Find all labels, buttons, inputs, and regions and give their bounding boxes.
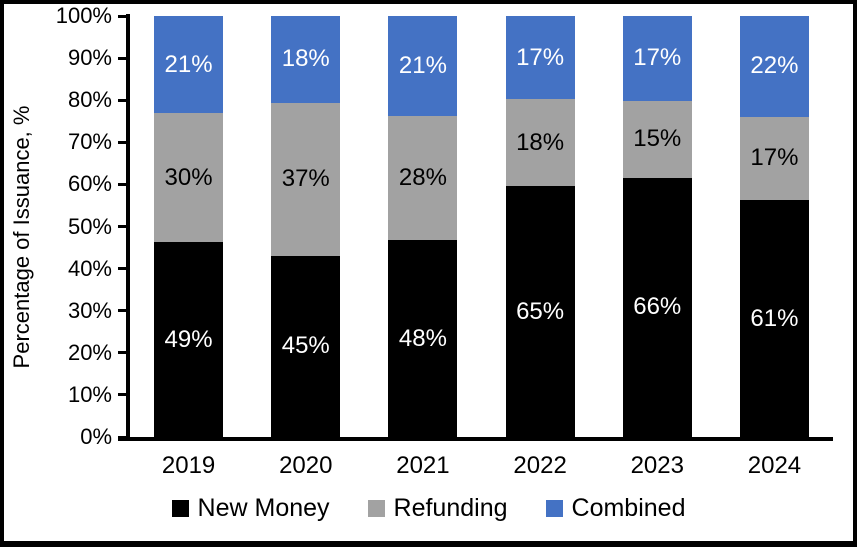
bar-segment-2022-refunding: 18% <box>505 99 575 187</box>
y-tick-label: 80% <box>67 87 112 113</box>
bar-2019: 21% 30% 49% <box>154 16 224 438</box>
bar-slot-2020: 18% 37% 45% <box>247 16 364 437</box>
bar-label-2024-new-money: 61% <box>750 304 799 332</box>
x-category-label-2021: 2021 <box>396 452 450 479</box>
y-tick-label: 70% <box>67 129 112 155</box>
y-tick-mark <box>118 98 126 102</box>
y-tick-label: 20% <box>67 339 112 365</box>
legend-item-new-money: New Money <box>171 494 330 523</box>
legend-swatch-combined <box>545 500 563 517</box>
bar-label-2023-combined: 17% <box>633 44 682 72</box>
bar-label-2024-combined: 22% <box>750 52 799 80</box>
legend-item-refunding: Refunding <box>367 494 508 523</box>
bar-segment-2023-combined: 17% <box>622 16 692 101</box>
bar-label-2019-combined: 21% <box>164 50 213 78</box>
bar-segment-2024-combined: 22% <box>739 16 809 117</box>
bar-slot-2019: 21% 30% 49% <box>130 16 247 438</box>
y-tick-mark <box>118 182 126 186</box>
y-tick-label: 90% <box>67 45 112 71</box>
x-axis-line <box>118 437 833 441</box>
y-axis-line <box>126 14 130 441</box>
bar-label-2023-new-money: 66% <box>633 293 682 321</box>
x-category-label-2023: 2023 <box>630 452 684 479</box>
bar-segment-2024-refunding: 17% <box>739 116 809 201</box>
legend-swatch-refunding <box>367 500 385 517</box>
legend-label-new-money: New Money <box>197 494 330 522</box>
bar-segment-2019-combined: 21% <box>154 16 224 114</box>
bar-segment-2019-new-money: 49% <box>154 242 224 438</box>
y-tick-label: 10% <box>67 381 112 407</box>
legend-item-combined: Combined <box>545 494 686 523</box>
bar-label-2022-combined: 17% <box>516 43 565 71</box>
bar-2024: 22% 17% 61% <box>739 16 809 437</box>
bar-2022: 17% 18% 65% <box>505 16 575 437</box>
legend-swatch-new-money <box>171 500 189 517</box>
x-axis-category-labels: 2019 2020 2021 2022 2023 2024 <box>130 452 833 480</box>
bar-2023: 17% 15% 66% <box>622 16 692 438</box>
bar-segment-2020-refunding: 37% <box>271 102 341 256</box>
bar-slot-2024: 22% 17% 61% <box>716 16 833 437</box>
bar-label-2024-refunding: 17% <box>750 144 799 172</box>
y-tick-label: 0% <box>80 424 112 449</box>
x-category-label-2019: 2019 <box>161 452 216 479</box>
bar-2020: 18% 37% 45% <box>271 16 341 437</box>
bar-slot-2021: 21% 28% 48% <box>364 16 481 438</box>
bar-slot-2023: 17% 15% 66% <box>599 16 716 438</box>
bar-2021: 21% 28% 48% <box>388 16 458 438</box>
y-tick-mark <box>118 351 126 355</box>
x-category-label-2024: 2024 <box>747 452 802 479</box>
y-tick-label: 30% <box>67 297 112 323</box>
x-category-label-2022: 2022 <box>513 452 567 479</box>
y-tick-label: 60% <box>67 171 112 197</box>
y-tick-mark <box>118 56 126 60</box>
bar-segment-2020-new-money: 45% <box>271 255 341 437</box>
bar-slot-2022: 17% 18% 65% <box>482 16 599 437</box>
chart-legend: New Money Refunding Combined <box>0 494 857 523</box>
y-tick-mark <box>118 267 126 271</box>
bar-segment-2022-combined: 17% <box>505 16 575 100</box>
bar-label-2021-refunding: 28% <box>398 163 447 191</box>
plot-area: 21% 30% 49% 18% 37% 45% 21% 28% 48% 17% 18% 65% 17% 1… <box>130 16 833 438</box>
bar-segment-2021-new-money: 48% <box>388 240 458 438</box>
bar-segment-2024-new-money: 61% <box>739 200 809 437</box>
y-tick-mark <box>118 140 126 144</box>
bar-segment-2019-refunding: 30% <box>154 113 224 242</box>
legend-label-refunding: Refunding <box>393 494 508 522</box>
bar-label-2023-refunding: 15% <box>633 125 682 153</box>
bar-label-2022-refunding: 18% <box>516 128 565 156</box>
bar-label-2022-new-money: 65% <box>516 297 565 325</box>
x-category-label-2020: 2020 <box>279 452 333 479</box>
y-tick-mark <box>118 14 126 18</box>
bar-label-2019-refunding: 30% <box>164 163 213 191</box>
bar-segment-2023-refunding: 15% <box>622 100 692 178</box>
y-tick-mark <box>118 225 126 228</box>
y-tick-label: 50% <box>67 213 112 239</box>
bar-segment-2023-new-money: 66% <box>622 177 692 438</box>
y-tick-label: 40% <box>67 255 112 281</box>
bar-segment-2020-combined: 18% <box>271 16 341 103</box>
bar-label-2020-combined: 18% <box>281 45 330 73</box>
bar-segment-2022-new-money: 65% <box>505 186 575 437</box>
y-tick-mark <box>118 309 126 313</box>
y-tick-label: 100% <box>55 3 112 28</box>
bar-label-2021-combined: 21% <box>398 51 447 79</box>
bar-label-2019-new-money: 49% <box>164 325 213 353</box>
bar-label-2021-new-money: 48% <box>398 324 447 352</box>
legend-label-combined: Combined <box>571 494 686 522</box>
bar-label-2020-refunding: 37% <box>281 165 330 193</box>
bar-label-2020-new-money: 45% <box>281 332 330 360</box>
bar-segment-2021-refunding: 28% <box>388 115 458 241</box>
y-tick-mark <box>118 393 126 397</box>
bar-segment-2021-combined: 21% <box>388 16 458 116</box>
